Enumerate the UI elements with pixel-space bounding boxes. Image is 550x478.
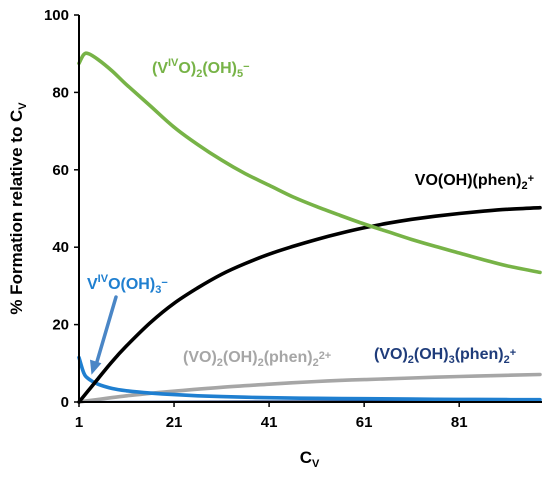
series-label-0: (VIVO)2(OH)5− [152,57,250,80]
y-tick-label: 100 [44,7,69,24]
series-line-1 [77,205,542,404]
annotations [89,295,118,375]
series-label-4: (VO)2(OH)3(phen)2+ [374,346,516,366]
plot-background [79,15,540,402]
y-axis-title: % Formation relative to CV [7,102,29,315]
axes [74,14,542,407]
x-axis-title: CV [300,448,320,470]
series-label-2: VIVO(OH)3− [87,273,168,296]
series-line-2 [77,355,542,402]
y-tick-label: 60 [52,162,69,179]
y-tick-label: 40 [52,239,69,256]
x-tick-label: 41 [261,414,278,431]
tick-labels: 0 20 40 60 80 100 1 21 41 61 81 [44,7,468,431]
series-line-0 [77,51,542,275]
x-tick-label: 1 [75,414,83,431]
x-tick-label: 21 [166,414,183,431]
y-tick-label: 20 [52,317,69,334]
series-label-1: VO(OH)(phen)2+ [415,172,534,192]
x-tick-label: 81 [451,414,468,431]
axis-titles: CV % Formation relative to CV [7,102,320,470]
series-label-3: (VO)2(OH)2(phen)22+ [183,349,331,369]
x-tick-label: 61 [356,414,373,431]
annotation-arrow-head [89,359,102,375]
annotation-arrow-line [93,295,118,369]
plot-area [79,15,540,402]
y-tick-label: 80 [52,84,69,101]
series-labels: (VIVO)2(OH)5− VO(OH)(phen)2+ VIVO(OH)3− (VO… [87,57,534,369]
y-tick-label: 0 [61,394,69,411]
